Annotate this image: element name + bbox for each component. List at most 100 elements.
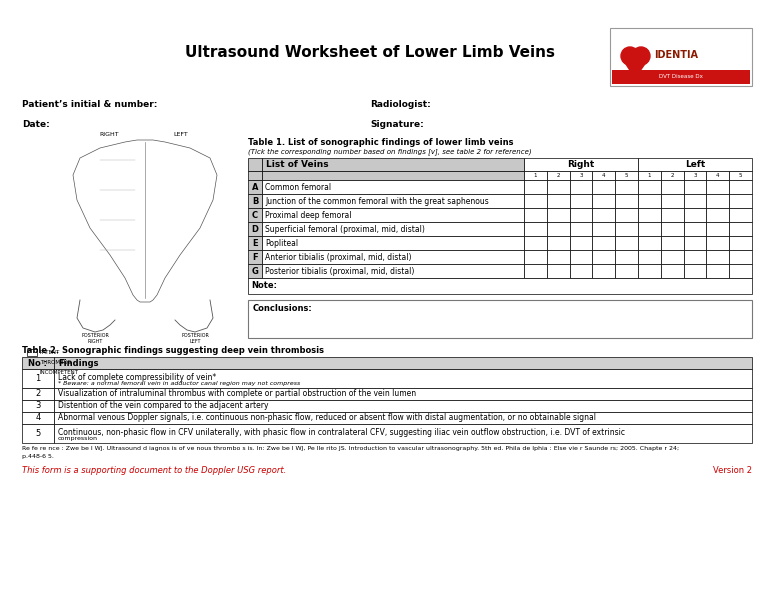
Bar [570, 250, 592, 264]
Bar [547, 194, 570, 208]
Text: 4: 4 [716, 173, 720, 178]
Bar [248, 158, 262, 171]
Bar [707, 194, 729, 208]
Bar [248, 222, 262, 236]
Text: D: D [251, 225, 259, 233]
Bar [729, 208, 752, 222]
Bar [660, 236, 684, 250]
Text: 5: 5 [739, 173, 743, 178]
Text: p.448-6 5.: p.448-6 5. [22, 454, 54, 459]
Bar [54, 388, 752, 400]
Text: Table 2. Sonographic findings suggesting deep vein thrombosis: Table 2. Sonographic findings suggesting… [22, 346, 324, 355]
Text: Common femoral: Common femoral [265, 182, 331, 191]
Bar [22, 369, 54, 388]
Text: Table 1. List of sonographic findings of lower limb veins: Table 1. List of sonographic findings of… [248, 138, 514, 147]
Text: Junction of the common femoral with the great saphenous: Junction of the common femoral with the … [265, 197, 488, 206]
Bar [570, 208, 592, 222]
Bar [660, 222, 684, 236]
Bar [248, 236, 262, 250]
Bar [729, 180, 752, 194]
Bar [684, 264, 707, 278]
Bar [684, 180, 707, 194]
Bar [615, 250, 638, 264]
Bar [248, 171, 262, 180]
Text: Abnormal venous Doppler signals, i.e. continuous non-phasic flow, reduced or abs: Abnormal venous Doppler signals, i.e. co… [58, 413, 596, 422]
Text: No :: No : [28, 359, 48, 368]
Bar [262, 194, 524, 208]
Bar [547, 222, 570, 236]
Bar [707, 236, 729, 250]
Bar [592, 171, 615, 180]
Text: 3: 3 [579, 173, 583, 178]
Ellipse shape [632, 47, 650, 65]
Bar [707, 180, 729, 194]
Bar [612, 70, 750, 84]
Bar [592, 250, 615, 264]
Bar [262, 158, 524, 171]
Bar [638, 208, 660, 222]
Bar [524, 236, 547, 250]
Text: Superficial femoral (proximal, mid, distal): Superficial femoral (proximal, mid, dist… [265, 225, 425, 233]
Bar [729, 194, 752, 208]
Bar [570, 222, 592, 236]
Bar [592, 208, 615, 222]
Text: Patient’s initial & number:: Patient’s initial & number: [22, 100, 157, 109]
Bar [592, 264, 615, 278]
Bar [570, 180, 592, 194]
Bar [248, 180, 262, 194]
Text: B: B [252, 197, 258, 206]
Bar [570, 194, 592, 208]
Bar [27, 359, 37, 366]
Bar [27, 369, 37, 376]
Bar [262, 250, 524, 264]
Bar [615, 171, 638, 180]
Text: POSTERIOR: POSTERIOR [181, 333, 209, 338]
Bar [615, 194, 638, 208]
Bar [547, 264, 570, 278]
Text: Findings: Findings [58, 359, 98, 368]
Text: 2: 2 [557, 173, 560, 178]
Bar [707, 250, 729, 264]
Bar [684, 250, 707, 264]
Text: Distention of the vein compared to the adjacent artery: Distention of the vein compared to the a… [58, 402, 269, 410]
Bar [638, 194, 660, 208]
Bar [262, 264, 524, 278]
Text: Signature:: Signature: [370, 120, 424, 129]
Bar [729, 171, 752, 180]
Bar [248, 300, 752, 338]
Text: Radiologist:: Radiologist: [370, 100, 431, 109]
Bar [54, 424, 752, 443]
Text: Proximal deep femoral: Proximal deep femoral [265, 210, 352, 220]
Bar [592, 236, 615, 250]
Text: Re fe re nce : Zwe be l WJ. Ultrasound d iagnos is of ve nous thrombo s is. In: : Re fe re nce : Zwe be l WJ. Ultrasound d… [22, 446, 679, 451]
Bar [248, 250, 262, 264]
Polygon shape [73, 140, 217, 302]
Bar [524, 158, 638, 171]
Bar [592, 194, 615, 208]
Text: Left: Left [685, 160, 705, 169]
Text: THROMBUS: THROMBUS [40, 359, 71, 365]
Bar [638, 171, 660, 180]
Text: 2: 2 [670, 173, 674, 178]
Bar [547, 180, 570, 194]
Text: (Tick the corresponding number based on findings [v], see table 2 for reference): (Tick the corresponding number based on … [248, 148, 531, 155]
Text: Right: Right [568, 160, 594, 169]
Bar [570, 264, 592, 278]
Bar [660, 194, 684, 208]
Text: * Beware: a normal femoral vein in adductor canal region may not compress: * Beware: a normal femoral vein in adduc… [58, 381, 300, 386]
Text: LEFT: LEFT [189, 339, 200, 344]
Text: POSTERIOR: POSTERIOR [81, 333, 109, 338]
Polygon shape [622, 58, 649, 78]
Text: 3: 3 [694, 173, 697, 178]
Bar [615, 264, 638, 278]
Bar [248, 194, 262, 208]
Bar [660, 250, 684, 264]
Bar [262, 171, 524, 180]
Text: INCOMPETENT: INCOMPETENT [40, 369, 79, 374]
Bar [54, 412, 752, 424]
Text: Ultrasound Worksheet of Lower Limb Veins: Ultrasound Worksheet of Lower Limb Veins [185, 45, 555, 60]
Text: Date:: Date: [22, 120, 50, 129]
Bar [638, 250, 660, 264]
Bar [262, 222, 524, 236]
Text: 4: 4 [35, 413, 41, 422]
